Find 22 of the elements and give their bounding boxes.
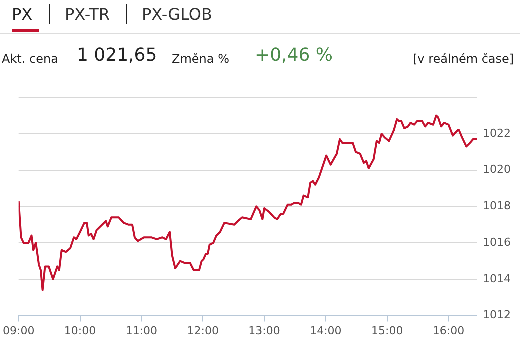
x-tick-label: 16:00 [432, 324, 465, 338]
x-tick-label: 12:00 [187, 324, 219, 338]
x-tick-label: 11:00 [126, 324, 158, 338]
y-tick-label: 1016 [483, 236, 512, 249]
y-tick-label: 1020 [483, 163, 512, 176]
y-tick-label: 1012 [483, 308, 512, 322]
text: +0,46 % [255, 45, 333, 66]
text: [v reálném čase] [413, 52, 514, 66]
x-tick-label: 10:00 [64, 324, 96, 338]
text: Akt. cena [2, 52, 58, 66]
text: 1 021,65 [77, 45, 158, 66]
x-tick-label: 09:00 [3, 324, 35, 338]
text: PX-GLOB [142, 5, 212, 24]
text: PX-TR [65, 5, 110, 24]
x-tick-label: 14:00 [310, 324, 342, 338]
x-tick-label: 15:00 [371, 324, 404, 338]
y-tick-label: 1022 [483, 126, 512, 140]
x-tick-label: 13:00 [248, 324, 280, 338]
chart-title: PX [12, 5, 39, 32]
text: Změna % [172, 52, 230, 66]
y-tick-label: 1014 [483, 272, 512, 286]
y-tick-label: 1018 [483, 200, 512, 213]
